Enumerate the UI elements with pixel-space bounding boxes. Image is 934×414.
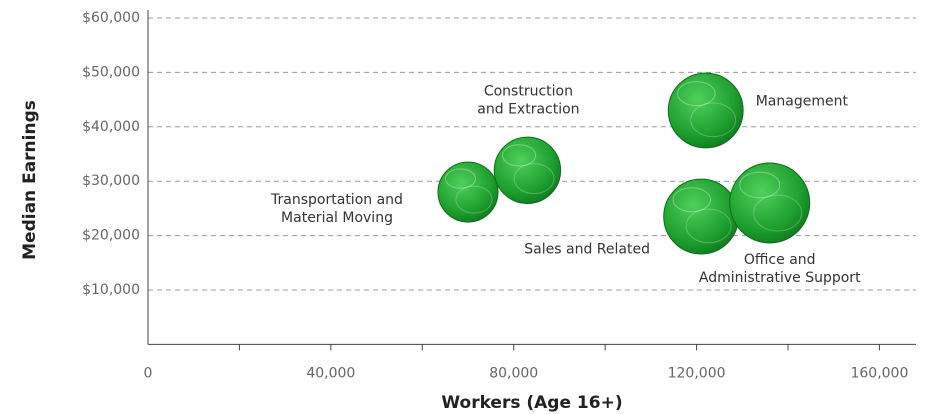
y-tick-label: $20,000 [82, 228, 140, 244]
bubble [437, 161, 499, 223]
bubble-highlight [677, 81, 716, 107]
bubble [493, 136, 562, 204]
bubble-highlight [672, 187, 711, 213]
bubble-label: Sales and Related [524, 242, 650, 258]
y-tick-label: $40,000 [82, 119, 140, 135]
x-tick-label: 160,000 [850, 365, 908, 381]
y-tick-label: $10,000 [82, 282, 140, 298]
x-tick-label: 80,000 [489, 365, 538, 381]
bubble-label: Construction [484, 83, 573, 99]
y-tick-label: $60,000 [82, 10, 140, 26]
bubble [667, 72, 744, 149]
bubble-highlight [739, 171, 781, 199]
bubble-label: Management [756, 93, 849, 109]
bubble-highlight [455, 185, 493, 214]
x-tick-label: 120,000 [668, 365, 726, 381]
bubble-highlight [685, 208, 732, 244]
bubble [729, 162, 811, 244]
bubble-highlight [502, 144, 537, 167]
x-axis-title: Workers (Age 16+) [441, 393, 622, 413]
bubble-label: and Extraction [477, 101, 579, 117]
y-tick-label: $30,000 [82, 173, 140, 189]
bubble-highlight [690, 102, 737, 138]
x-tick-label: 40,000 [306, 365, 355, 381]
bubble-label: Transportation and [270, 192, 403, 208]
bubble-label: Administrative Support [699, 270, 861, 286]
y-axis-title: Median Earnings [20, 100, 40, 260]
bubble-highlight [513, 163, 555, 195]
y-tick-label: $50,000 [82, 64, 140, 80]
x-tick-label: 0 [144, 365, 153, 381]
bubble-label: Material Moving [281, 210, 393, 226]
bubble-highlight [445, 168, 476, 189]
bubble-highlight [753, 194, 803, 232]
bubble-label: Office and [744, 252, 816, 268]
